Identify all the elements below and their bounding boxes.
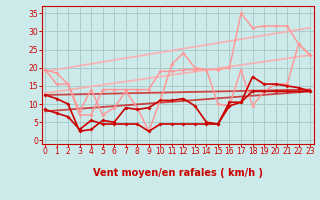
X-axis label: Vent moyen/en rafales ( km/h ): Vent moyen/en rafales ( km/h ) bbox=[92, 168, 263, 178]
